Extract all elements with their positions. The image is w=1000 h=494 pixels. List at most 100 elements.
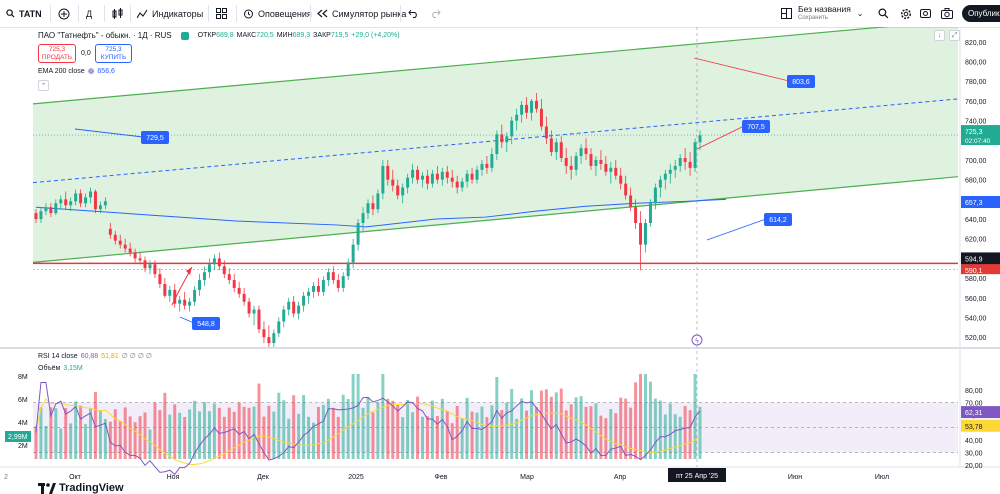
volume-bar: [584, 406, 588, 459]
templates-button[interactable]: [216, 0, 227, 27]
candle-body: [326, 272, 330, 281]
volume-bar: [356, 374, 360, 459]
candle-body: [634, 207, 638, 223]
candle-body: [639, 222, 643, 245]
time-label: Апр: [614, 474, 626, 481]
volume-bar: [168, 414, 172, 459]
tradingview-logo[interactable]: TradingView: [38, 482, 124, 494]
candle-body: [277, 321, 281, 334]
hline-badge-2: 590,1: [965, 268, 983, 275]
candle-body: [445, 171, 449, 178]
sell-button[interactable]: 725,3 ПРОДАТЬ: [38, 44, 76, 63]
candle-body: [69, 201, 73, 206]
candles-icon: [112, 7, 123, 20]
candle-body: [544, 126, 548, 139]
status-dot: [180, 31, 189, 40]
symbol-search[interactable]: TATN: [6, 0, 42, 27]
price-tick: 520,00: [965, 335, 987, 342]
buy-price: 725,3: [105, 45, 122, 53]
cursor-date-bg: [668, 468, 726, 482]
buy-button[interactable]: 725,3 КУПИТЬ: [95, 44, 132, 63]
volume-bar: [475, 412, 479, 459]
arrow-head: [186, 267, 192, 275]
settings-button[interactable]: [900, 0, 912, 27]
price-tick: 740,00: [965, 119, 987, 126]
candle-body: [495, 134, 499, 155]
volume-bar: [579, 396, 583, 459]
volume-bar: [193, 400, 197, 459]
volume-bar: [391, 400, 395, 459]
fullscreen-button[interactable]: [920, 0, 931, 27]
legend-ema[interactable]: EMA 200 close ❁ 656,6: [38, 67, 115, 76]
legend-rsi[interactable]: RSI 14 close 60,88 51,81 ∅ ∅ ∅ ∅: [38, 352, 152, 361]
annotation-leader: [706, 218, 767, 241]
pane-down-button[interactable]: ↓: [934, 30, 945, 41]
chart-type-button[interactable]: [112, 0, 123, 27]
symbol-title: ПАО "Татнефть" - обыкн. · 1Д · RUS: [38, 31, 172, 40]
candle-body: [113, 234, 117, 241]
countdown-label: 02:07:40: [965, 138, 991, 145]
sell-label: ПРОДАТЬ: [41, 53, 73, 61]
candle-body: [128, 248, 132, 253]
volume-bar: [351, 374, 355, 459]
volume-bar: [34, 426, 38, 459]
volume-bar: [302, 395, 306, 459]
channel-lower-line: [32, 176, 959, 263]
candle-body: [84, 197, 88, 204]
undo-icon: [408, 9, 419, 18]
candle-body: [103, 201, 107, 206]
candle-body: [242, 293, 246, 302]
divider: [310, 5, 311, 22]
annotation-label: 803,6: [792, 79, 810, 86]
candle-body: [39, 211, 43, 220]
chart-canvas[interactable]: 729,5 803,6 707,5 548,8 614,2 ϟ 820,00 800,00 7…: [0, 27, 1000, 485]
volume-bar: [346, 399, 350, 459]
volume-label: Объём: [38, 365, 61, 372]
rsi-line: [35, 382, 701, 476]
pane-maximize-button[interactable]: ⤢: [949, 30, 960, 41]
screenshot-button[interactable]: [941, 0, 953, 27]
compare-button[interactable]: [58, 0, 70, 27]
volume-tick: 2M: [18, 443, 28, 450]
tradingview-logo-icon: [38, 482, 56, 494]
candle-body: [118, 240, 122, 245]
annotation-label: 614,2: [769, 217, 787, 224]
chart-area[interactable]: 729,5 803,6 707,5 548,8 614,2 ϟ 820,00 800,00 7…: [0, 27, 1000, 494]
candle-body: [356, 222, 360, 245]
candle-body: [222, 266, 226, 275]
divider: [208, 5, 209, 22]
rsi-tick: 70,00: [965, 401, 983, 408]
candle-body: [44, 207, 48, 212]
price-tick: 620,00: [965, 237, 987, 244]
annotations[interactable]: 729,5 803,6 707,5 548,8 614,2 ϟ: [74, 27, 815, 467]
volume-bar: [173, 404, 177, 459]
candle-body: [411, 169, 415, 178]
candle-body: [421, 175, 424, 180]
volume-bar: [609, 409, 613, 459]
volume-bar: [495, 377, 499, 459]
candle-body: [584, 148, 588, 155]
indicators-button[interactable]: Индикаторы: [137, 0, 203, 27]
publish-button[interactable]: Опубликовать: [962, 5, 1000, 22]
candle-body: [123, 244, 127, 249]
price-tick: 540,00: [965, 315, 987, 322]
volume-bar: [406, 400, 410, 459]
candle-body: [297, 305, 301, 314]
replay-button[interactable]: Симулятор рынка: [317, 0, 406, 27]
undo-button[interactable]: [408, 0, 419, 27]
layout-menu-button[interactable]: Без названия Сохранить ⌄: [781, 0, 864, 27]
candle-body: [267, 337, 271, 344]
interval-button[interactable]: Д: [86, 0, 92, 27]
redo-button[interactable]: [430, 0, 441, 27]
volume-bar: [49, 407, 53, 459]
candle-body: [178, 299, 182, 304]
alerts-button[interactable]: Оповещения: [243, 0, 312, 27]
volume-bar: [118, 421, 122, 459]
candle-body: [98, 205, 102, 210]
legend-volume[interactable]: Объём 3,15M: [38, 365, 83, 372]
collapse-legend-button[interactable]: ⌃: [38, 80, 49, 91]
quick-search-button[interactable]: [878, 0, 889, 27]
hline-badge-bg: [961, 252, 1000, 265]
candle-body: [212, 258, 216, 265]
tradingview-logo-text: TradingView: [59, 482, 124, 494]
